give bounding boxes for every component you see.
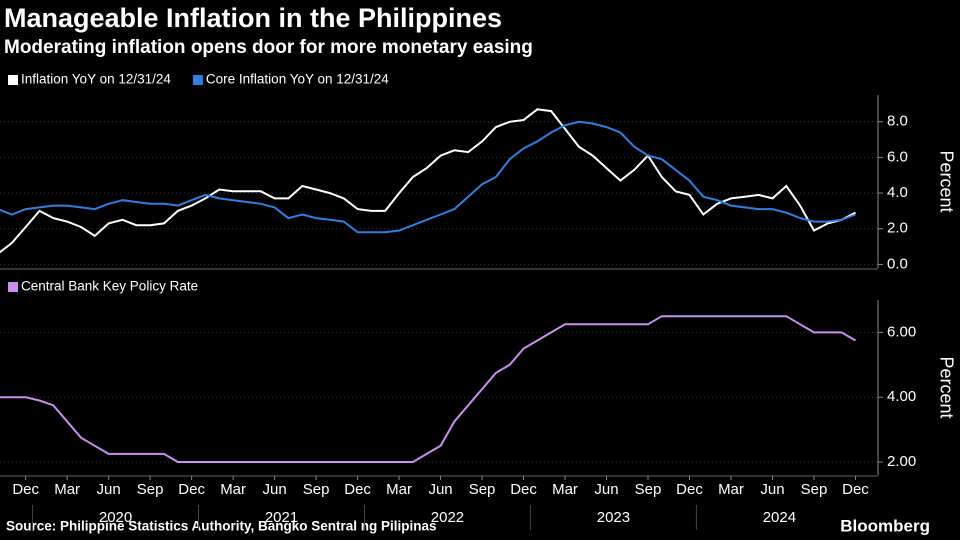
x-tick-label: Dec (510, 481, 537, 498)
x-tick-label: Mar (54, 481, 80, 498)
x-year-label: 2022 (431, 509, 464, 526)
y-tick-label: 6.0 (887, 148, 908, 165)
x-tick-label: Jun (760, 481, 784, 498)
title: Manageable Inflation in the Philippines (4, 3, 502, 33)
legend-label: Inflation YoY on 12/31/24 (21, 72, 171, 87)
y-tick-label: 4.00 (887, 388, 916, 405)
y-tick-label: 8.0 (887, 113, 908, 130)
legend-label: Central Bank Key Policy Rate (21, 279, 198, 294)
x-tick-label: Dec (344, 481, 371, 498)
x-tick-label: Mar (386, 481, 412, 498)
x-tick-label: Dec (12, 481, 39, 498)
x-tick-label: Sep (469, 481, 496, 498)
x-tick-label: Dec (676, 481, 703, 498)
y-tick-label: 6.00 (887, 323, 916, 340)
y-tick-label: 2.00 (887, 453, 916, 470)
legend-swatch (8, 282, 18, 292)
x-tick-label: Sep (801, 481, 828, 498)
y-tick-label: 0.0 (887, 255, 908, 272)
x-tick-label: Sep (635, 481, 662, 498)
x-tick-label: Jun (263, 481, 287, 498)
source: Source: Philippine Statistics Authority,… (6, 519, 437, 534)
y-axis-label: Percent (936, 150, 956, 212)
legend-swatch (8, 75, 18, 85)
x-tick-label: Dec (178, 481, 205, 498)
y-tick-label: 2.0 (887, 220, 908, 237)
x-year-label: 2023 (597, 509, 630, 526)
line-series (0, 120, 856, 234)
legend-label: Core Inflation YoY on 12/31/24 (206, 72, 389, 87)
x-year-label: 2021 (265, 509, 298, 526)
x-tick-label: Mar (718, 481, 744, 498)
x-tick-label: Sep (137, 481, 164, 498)
legend-swatch (192, 75, 203, 85)
x-year-label: 2024 (763, 509, 796, 526)
x-tick-label: Jun (594, 481, 618, 498)
y-axis-label: Percent (936, 356, 956, 418)
line-series (0, 108, 856, 254)
logo: Bloomberg (840, 516, 930, 535)
line-series (0, 315, 857, 463)
x-tick-label: Dec (842, 481, 869, 498)
x-year-label: 2020 (99, 509, 132, 526)
x-tick-label: Sep (303, 481, 330, 498)
x-tick-label: Jun (97, 481, 121, 498)
subtitle: Moderating inflation opens door for more… (4, 37, 533, 58)
x-tick-label: Jun (428, 481, 452, 498)
x-tick-label: Mar (220, 481, 246, 498)
x-tick-label: Mar (552, 481, 578, 498)
y-tick-label: 4.0 (887, 184, 908, 201)
